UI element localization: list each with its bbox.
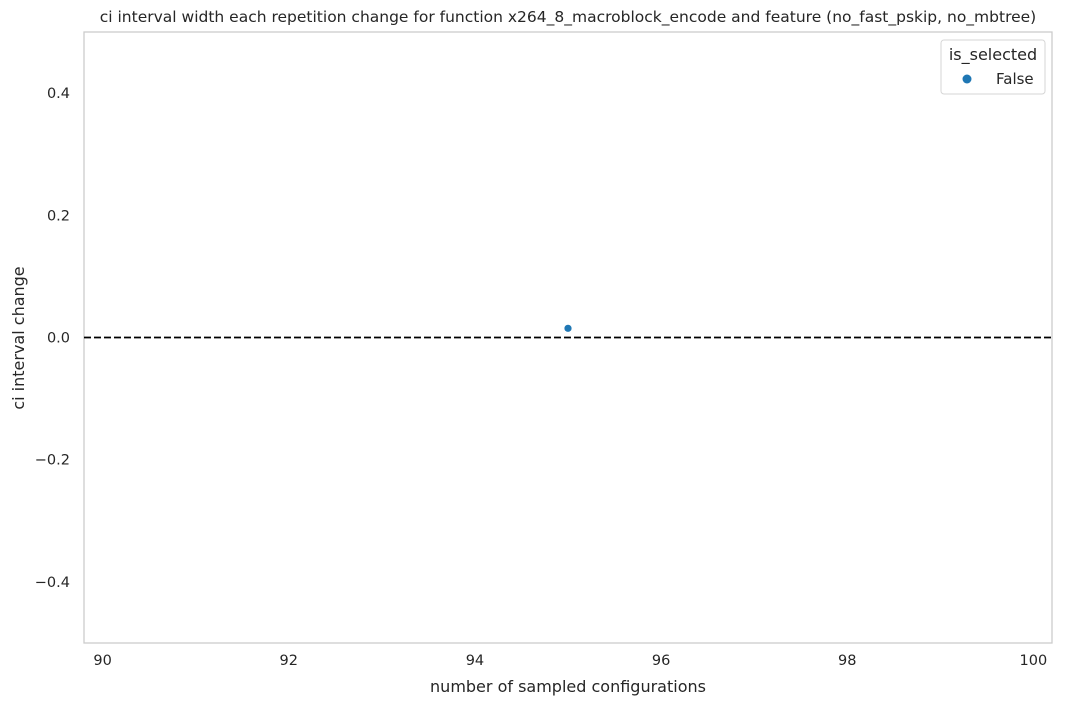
x-tick-labels: 90 92 94 96 98 100 (93, 653, 1047, 669)
x-tick-label: 96 (652, 653, 670, 669)
y-axis-label: ci interval change (9, 266, 28, 409)
x-tick-label: 100 (1020, 653, 1048, 669)
y-tick-label: −0.4 (35, 575, 70, 591)
data-point (563, 323, 573, 333)
legend-marker-false (962, 74, 972, 84)
y-tick-label: 0.2 (47, 208, 70, 224)
x-tick-label: 90 (93, 653, 111, 669)
y-tick-label: 0.4 (47, 86, 70, 102)
x-tick-label: 98 (838, 653, 856, 669)
legend-label-false: False (996, 70, 1034, 88)
y-tick-label: −0.2 (35, 453, 70, 469)
y-tick-labels: −0.4 −0.2 0.0 0.2 0.4 (35, 86, 70, 591)
legend-title: is_selected (949, 45, 1037, 65)
legend: is_selected False (940, 39, 1046, 95)
x-tick-label: 94 (466, 653, 484, 669)
chart-title: ci interval width each repetition change… (100, 8, 1036, 27)
scatter-points (563, 323, 573, 333)
x-axis-label: number of sampled configurations (430, 677, 706, 696)
y-tick-label: 0.0 (47, 331, 70, 347)
x-tick-label: 92 (280, 653, 298, 669)
